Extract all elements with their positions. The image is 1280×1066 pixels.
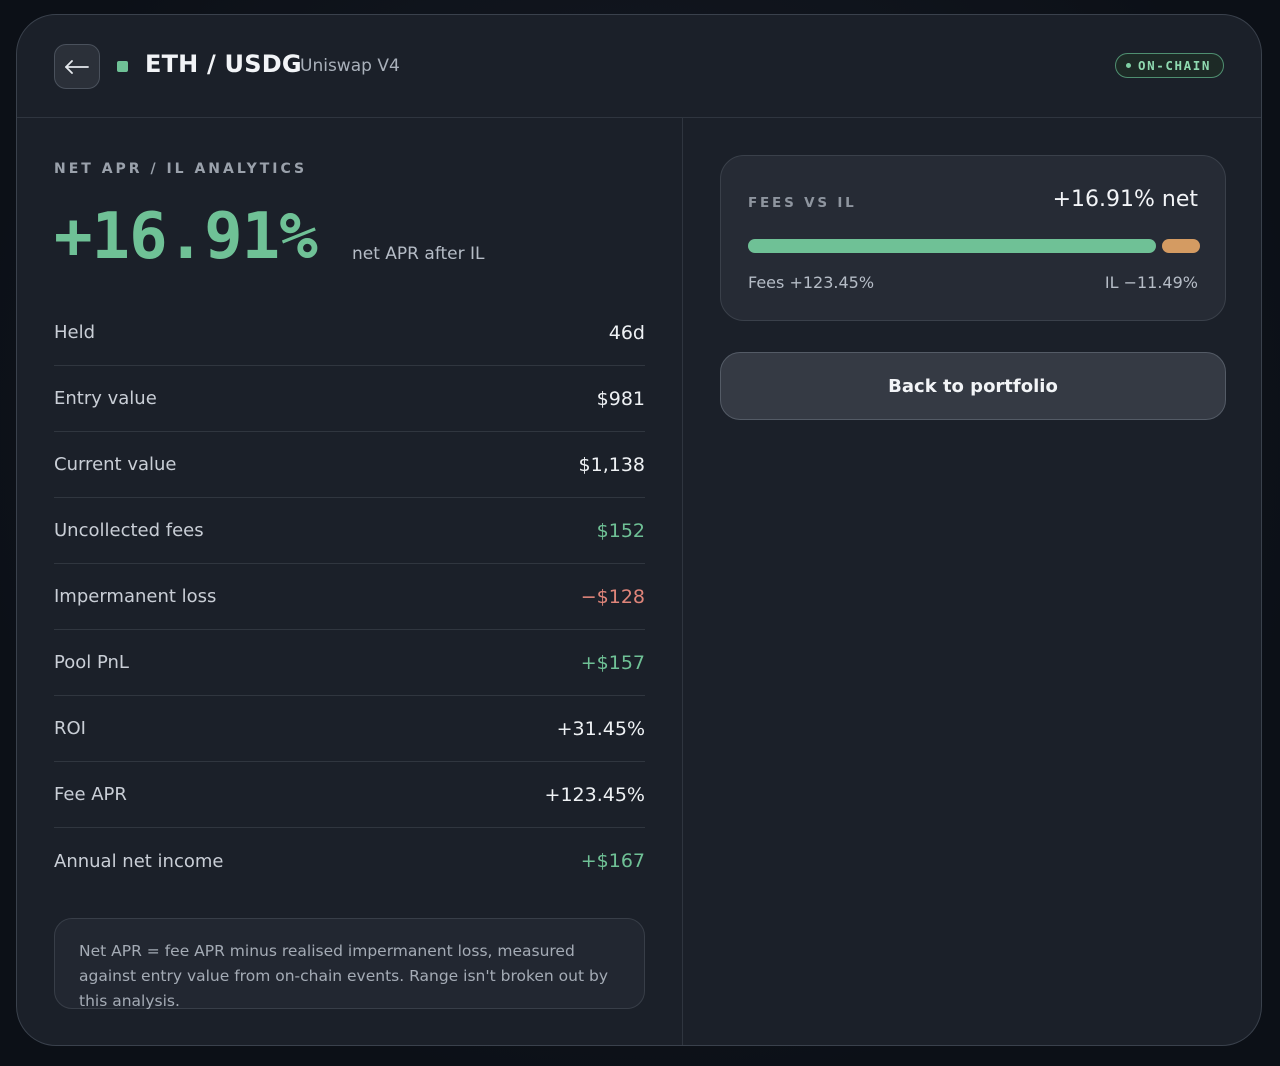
net-apr-caption: net APR after IL — [352, 244, 485, 264]
side-panel: FEES VS IL +16.91% net Fees +123.45% IL … — [720, 155, 1226, 420]
metric-row: ROI +31.45% — [54, 696, 645, 762]
metrics-list: Held 46d Entry value $981 Current value $1,13… — [54, 300, 645, 894]
header: ETH / USDG Uniswap V4 ON-CHAIN — [17, 15, 1261, 118]
metric-label: Current value — [54, 454, 177, 475]
metric-value: $152 — [596, 519, 645, 542]
metric-label: Held — [54, 322, 96, 343]
metric-value: +31.45% — [556, 717, 645, 740]
metric-value: +$157 — [580, 651, 645, 674]
metric-label: Entry value — [54, 388, 157, 409]
back-button[interactable] — [54, 44, 100, 89]
pair-title: ETH / USDG — [145, 50, 302, 78]
metric-row: Annual net income +$167 — [54, 828, 645, 894]
metric-label: Annual net income — [54, 850, 224, 872]
protocol-name: Uniswap V4 — [300, 56, 400, 76]
il-value: IL −11.49% — [1104, 273, 1198, 292]
metric-row: Held 46d — [54, 300, 645, 366]
methodology-note: Net APR = fee APR minus realised imperma… — [54, 918, 645, 1010]
column-divider — [682, 118, 683, 1045]
fees-vs-il-net: +16.91% net — [1052, 187, 1198, 212]
metric-row: Uncollected fees $152 — [54, 498, 645, 564]
metric-value: $1,138 — [578, 453, 645, 476]
fees-vs-il-label: FEES VS IL — [748, 195, 857, 211]
metric-label: Impermanent loss — [54, 586, 217, 607]
il-bar-segment — [1162, 239, 1200, 253]
arrow-left-icon — [65, 59, 89, 74]
pair-status-icon — [117, 61, 128, 72]
section-label: NET APR / IL ANALYTICS — [54, 161, 308, 177]
metric-row: Pool PnL +$157 — [54, 630, 645, 696]
badge-dot-icon — [1125, 63, 1131, 68]
metric-row: Current value $1,138 — [54, 432, 645, 498]
badge-label: ON-CHAIN — [1137, 58, 1211, 73]
fees-vs-il-bar — [748, 239, 1200, 253]
metric-label: Pool PnL — [54, 652, 129, 673]
metric-label: Fee APR — [54, 784, 127, 805]
metric-value: +123.45% — [544, 783, 645, 806]
metric-row: Impermanent loss −$128 — [54, 564, 645, 630]
metric-value: −$128 — [580, 585, 645, 608]
on-chain-badge: ON-CHAIN — [1114, 53, 1224, 78]
fees-bar-segment — [748, 239, 1157, 253]
fees-vs-il-card: FEES VS IL +16.91% net Fees +123.45% IL … — [720, 155, 1226, 321]
back-to-portfolio-button[interactable]: Back to portfolio — [720, 352, 1226, 420]
position-card: ETH / USDG Uniswap V4 ON-CHAIN NET APR /… — [16, 14, 1262, 1046]
metric-label: Uncollected fees — [54, 520, 204, 541]
fees-value: Fees +123.45% — [748, 273, 875, 292]
metric-row: Entry value $981 — [54, 366, 645, 432]
metric-value: +$167 — [580, 850, 645, 872]
metric-value: $981 — [596, 387, 645, 410]
metric-value: 46d — [608, 321, 645, 344]
net-apr-value: +16.91% — [54, 200, 318, 274]
metric-row: Fee APR +123.45% — [54, 762, 645, 828]
metric-label: ROI — [54, 718, 86, 739]
